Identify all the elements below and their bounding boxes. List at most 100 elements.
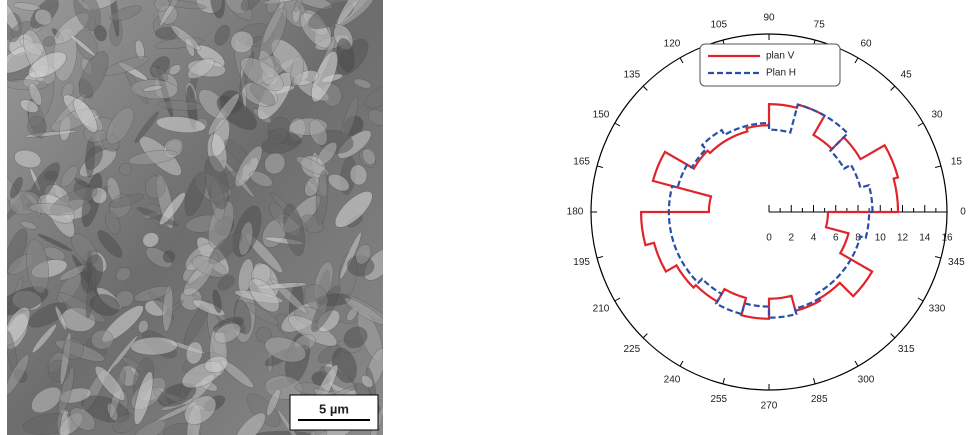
flake: [367, 109, 383, 126]
flake: [149, 66, 169, 81]
flake: [192, 299, 226, 317]
theta-tick-label: 225: [623, 344, 640, 355]
theta-tick: [917, 122, 924, 127]
flake: [344, 297, 383, 325]
flake: [133, 371, 154, 425]
flake: [69, 407, 96, 431]
theta-tick-label: 105: [710, 19, 727, 30]
flake: [250, 83, 276, 106]
flake: [240, 0, 262, 11]
flake: [54, 305, 67, 331]
flake: [105, 211, 121, 235]
flake: [264, 152, 286, 175]
rose-line: [639, 102, 900, 320]
theta-tick-label: 210: [593, 304, 610, 315]
theta-tick: [917, 297, 924, 302]
theta-tick-label: 165: [573, 156, 590, 167]
flake: [355, 244, 372, 265]
flake: [138, 319, 149, 334]
flake: [154, 0, 170, 12]
theta-tick: [935, 165, 942, 168]
flake: [134, 286, 171, 302]
flake: [136, 207, 179, 227]
r-tick-label: 16: [941, 233, 953, 244]
theta-tick-label: 15: [951, 156, 963, 167]
flake: [168, 64, 182, 76]
flake: [106, 107, 135, 145]
flake: [304, 284, 329, 311]
flake: [25, 239, 49, 294]
flake: [294, 0, 304, 12]
theta-tick-label: 345: [948, 257, 965, 268]
flake: [266, 388, 281, 417]
legend-label: plan V: [766, 51, 795, 62]
flake: [361, 374, 374, 388]
flake: [283, 203, 305, 257]
theta-tick: [854, 57, 859, 64]
theta-tick: [642, 85, 648, 91]
flake: [29, 203, 76, 216]
theta-tick: [890, 85, 896, 91]
theta-tick-label: 90: [763, 13, 775, 24]
flake: [343, 326, 368, 349]
flake: [133, 419, 167, 435]
flake: [269, 128, 289, 145]
flake: [364, 84, 383, 109]
sem-image: 5 µm: [7, 0, 383, 435]
flake: [353, 78, 372, 89]
theta-tick: [890, 333, 896, 339]
flake: [73, 98, 98, 133]
flake: [42, 36, 56, 47]
flake: [162, 285, 174, 332]
flake: [349, 164, 368, 186]
polar-chart: 0153045607590105120135150165180195210225…: [567, 13, 967, 412]
flake: [204, 155, 230, 210]
theta-tick-label: 0: [960, 207, 966, 218]
flake: [157, 383, 197, 407]
flake: [28, 82, 42, 106]
flake: [217, 275, 235, 291]
theta-tick-label: 135: [623, 69, 640, 80]
theta-tick-label: 330: [929, 304, 946, 315]
theta-tick-label: 150: [593, 110, 610, 121]
flake: [362, 148, 376, 165]
flake: [245, 302, 279, 326]
flake: [28, 51, 67, 79]
flake: [290, 55, 304, 87]
flake: [94, 365, 126, 401]
r-tick-label: 8: [855, 233, 861, 244]
flake: [128, 149, 178, 166]
theta-tick-label: 60: [860, 39, 872, 50]
flake: [10, 21, 32, 38]
scale-bar-box: [289, 394, 379, 431]
flake: [334, 191, 373, 228]
flake: [142, 85, 163, 92]
flake: [109, 5, 143, 22]
flake: [187, 58, 215, 79]
flake: [19, 99, 39, 113]
theta-tick: [722, 378, 725, 385]
sem-texture: [7, 0, 383, 435]
flake: [91, 329, 114, 350]
theta-tick-label: 195: [573, 257, 590, 268]
flake: [60, 165, 78, 188]
flake: [115, 267, 131, 282]
flake: [162, 250, 176, 263]
flake: [183, 300, 211, 346]
flake: [10, 176, 23, 199]
theta-tick: [596, 256, 603, 259]
flake: [191, 255, 227, 278]
r-tick-label: 10: [875, 233, 887, 244]
flake: [58, 367, 75, 415]
theta-tick-label: 75: [814, 19, 826, 30]
flake: [336, 38, 355, 73]
flake: [234, 145, 263, 188]
flake: [170, 24, 201, 51]
flake: [222, 0, 254, 21]
theta-tick: [614, 122, 621, 127]
flake: [295, 156, 329, 176]
flake: [266, 0, 280, 14]
flake: [134, 111, 159, 144]
flake: [31, 323, 57, 354]
